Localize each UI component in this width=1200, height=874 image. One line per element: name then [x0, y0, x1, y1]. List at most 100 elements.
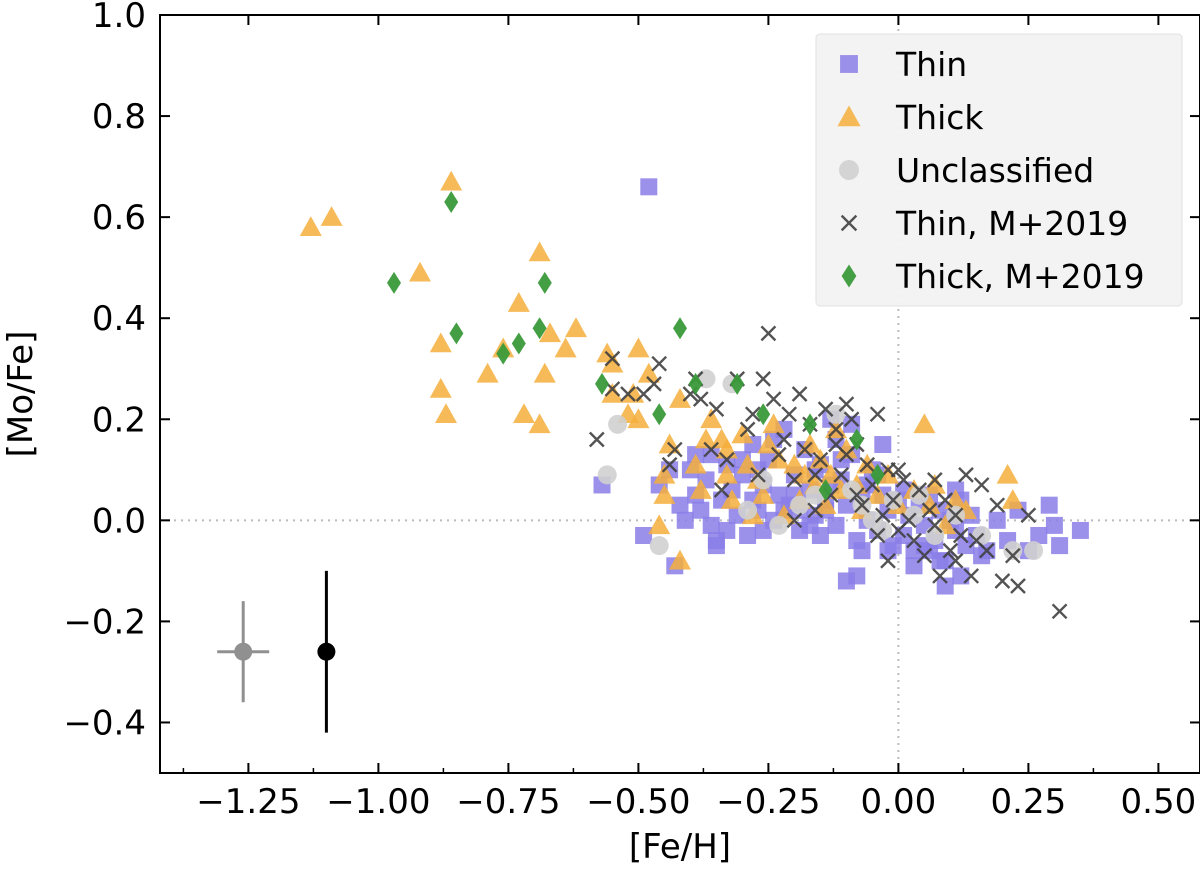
series-layer: [299, 170, 1089, 620]
y-tick-label: 0.4: [92, 299, 146, 339]
series-thick-m-2019: [387, 190, 885, 502]
point-thin-m-2019: [926, 472, 943, 488]
point-thick: [752, 484, 775, 504]
point-thin-m-2019: [921, 502, 938, 519]
point-thick: [762, 413, 785, 434]
point-thin-m-2019: [874, 507, 891, 524]
point-thin-m-2019: [952, 527, 969, 544]
point-thin-m-2019: [989, 497, 1006, 514]
point-thick: [695, 428, 717, 449]
legend-marker-unclassified: [839, 160, 859, 180]
point-thin: [702, 516, 720, 534]
plot-frame: [159, 14, 1200, 774]
legend-label: Thin: [895, 45, 967, 84]
legend-marker-thin: [840, 55, 858, 73]
y-tick-label: 0.0: [92, 501, 146, 541]
point-thin-m-2019: [1051, 603, 1068, 620]
error-bar-point: [234, 642, 253, 661]
point-thick-m-2019: [730, 372, 745, 395]
point-thin: [692, 501, 710, 519]
point-thin: [1045, 516, 1063, 534]
point-thin: [1071, 521, 1089, 539]
point-thin-m-2019: [947, 507, 964, 524]
point-thin-m-2019: [926, 517, 943, 534]
point-thin-m-2019: [620, 386, 636, 402]
point-thin-m-2019: [937, 492, 954, 508]
point-thin-m-2019: [796, 441, 813, 458]
point-thick: [539, 322, 561, 343]
point-thick: [653, 463, 676, 484]
point-thick: [648, 514, 671, 535]
point-thin-m-2019: [963, 568, 980, 584]
point-thin: [874, 436, 892, 454]
point-thick: [533, 362, 556, 383]
point-thin-m-2019: [739, 421, 756, 438]
y-tick-label: 0.2: [92, 400, 146, 440]
error-bar-point: [317, 642, 336, 661]
point-thick-m-2019: [444, 190, 459, 213]
legend-item-unclassified: Unclassified: [839, 151, 1094, 190]
point-thin: [936, 577, 954, 595]
point-thin-m-2019: [932, 568, 948, 584]
point-thick: [814, 494, 837, 514]
y-tick-label: 1.0: [92, 0, 146, 36]
point-thin-m-2019: [848, 487, 865, 503]
point-thin-m-2019: [978, 542, 995, 559]
point-thick: [429, 332, 452, 353]
point-thick: [320, 206, 343, 226]
point-thin-m-2019: [708, 401, 725, 418]
point-thick-m-2019: [449, 322, 464, 345]
point-thin-m-2019: [776, 431, 792, 448]
point-thin: [754, 521, 772, 539]
point-thin-m-2019: [1010, 578, 1026, 594]
legend-label: Unclassified: [896, 151, 1094, 190]
point-thin-m-2019: [906, 532, 922, 549]
point-thin-m-2019: [828, 436, 844, 453]
point-thin-m-2019: [869, 527, 886, 544]
point-thick: [565, 317, 587, 338]
point-thick: [669, 388, 691, 408]
point-thin-m-2019: [838, 396, 855, 412]
legend-box: [815, 33, 1183, 307]
point-thin-m-2019: [812, 451, 829, 468]
point-thin-m-2019: [880, 552, 896, 569]
point-unclassified: [738, 500, 758, 520]
point-thick-m-2019: [818, 479, 833, 502]
point-thin: [702, 446, 720, 464]
legend-marker-thick: [837, 105, 861, 127]
point-thin-m-2019: [869, 406, 886, 423]
point-thin-m-2019: [760, 325, 777, 342]
point-thick-m-2019: [803, 413, 817, 436]
point-thick: [653, 484, 676, 504]
point-thin: [952, 567, 970, 585]
point-thick-m-2019: [688, 372, 703, 395]
point-thick: [409, 261, 431, 282]
point-thin-m-2019: [1020, 507, 1037, 524]
point-thin-m-2019: [661, 456, 678, 473]
point-thick: [476, 362, 499, 383]
point-thick: [1001, 489, 1024, 509]
y-axis-title: [Mo/Fe]: [1, 331, 41, 458]
error-bars: [217, 570, 336, 733]
point-thick: [700, 408, 723, 429]
point-thin-m-2019: [703, 441, 720, 458]
point-thin-m-2019: [666, 441, 683, 458]
point-unclassified: [769, 515, 789, 535]
point-thick: [507, 292, 530, 312]
point-thin-m-2019: [1004, 547, 1021, 564]
point-thin-m-2019: [807, 502, 824, 519]
point-thin: [879, 542, 897, 560]
point-unclassified: [608, 414, 628, 434]
y-tick-label: −0.4: [63, 703, 146, 743]
point-thick: [429, 377, 452, 398]
point-thick: [637, 362, 660, 383]
x-axis-ticks: −1.25 −1.00 −0.75 −0.50 −0.25 0.00 0.25 0.50: [182, 15, 1196, 822]
point-thick-m-2019: [756, 403, 771, 426]
point-thick: [513, 403, 535, 424]
point-thin-m-2019: [817, 401, 834, 418]
point-thin-m-2019: [994, 573, 1011, 589]
x-tick-label: −0.50: [586, 782, 690, 822]
point-thick: [783, 453, 806, 474]
point-thin-m-2019: [588, 431, 605, 448]
